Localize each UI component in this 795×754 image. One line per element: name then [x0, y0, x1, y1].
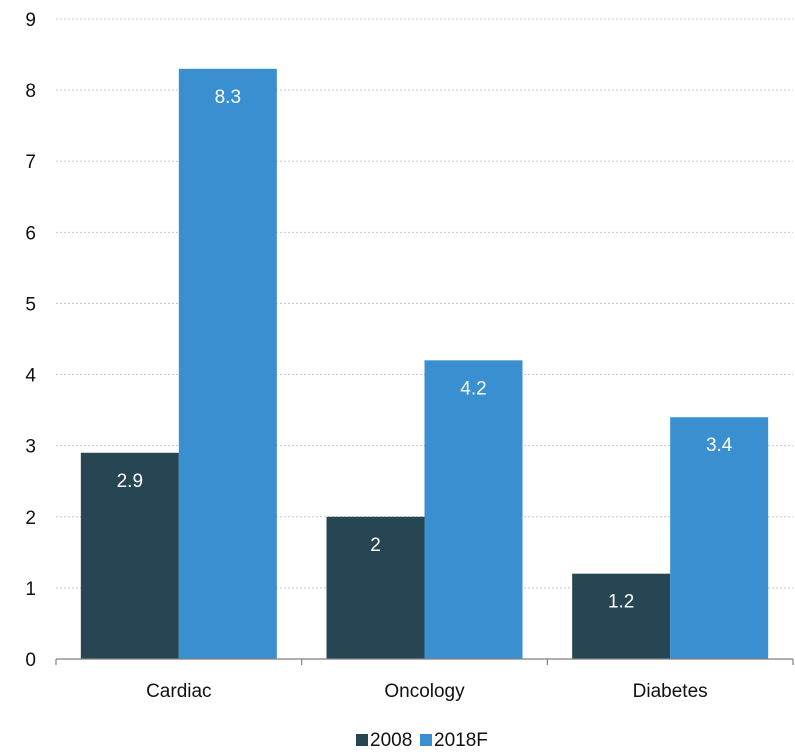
bar-2018F-diabetes: [670, 417, 769, 659]
y-tick-label: 7: [25, 152, 36, 173]
x-category-label: Oncology: [384, 681, 465, 702]
data-label: 4.2: [460, 378, 486, 399]
data-label: 3.4: [706, 435, 733, 456]
legend: 2008 2018F: [356, 730, 488, 751]
y-tick-label: 1: [25, 579, 36, 600]
y-axis-ticks: 0 1 2 3 4 5 6 7 8 9: [25, 10, 36, 671]
data-label: 2.9: [117, 471, 143, 492]
legend-label: 2008: [370, 730, 412, 749]
x-category-label: Cardiac: [146, 681, 211, 702]
y-tick-label: 8: [25, 81, 36, 102]
bars: 2.9 8.3 2 4.2 1.2 3.4: [80, 68, 769, 660]
y-tick-label: 2: [25, 508, 36, 529]
y-tick-label: 6: [25, 223, 36, 244]
bar-2008-cardiac: [80, 452, 179, 659]
legend-swatch-2008: [356, 734, 368, 746]
legend-swatch-2018F: [420, 734, 432, 746]
y-tick-label: 0: [25, 650, 36, 671]
x-category-label: Diabetes: [633, 681, 708, 702]
data-label: 2: [370, 535, 381, 556]
y-tick-label: 5: [25, 294, 36, 315]
x-axis: [55, 658, 794, 665]
y-tick-label: 4: [25, 366, 36, 387]
bar-2018F-oncology: [424, 360, 523, 659]
bar-2008-diabetes: [572, 573, 671, 659]
data-label: 8.3: [215, 87, 241, 108]
bar-2018F-cardiac: [178, 68, 277, 660]
x-axis-categories: Cardiac Oncology Diabetes: [146, 681, 708, 702]
bar-2008-oncology: [326, 516, 425, 659]
y-tick-label: 9: [25, 10, 36, 31]
data-label: 1.2: [608, 592, 634, 613]
legend-label: 2018F: [434, 730, 488, 749]
y-tick-label: 3: [25, 437, 36, 458]
